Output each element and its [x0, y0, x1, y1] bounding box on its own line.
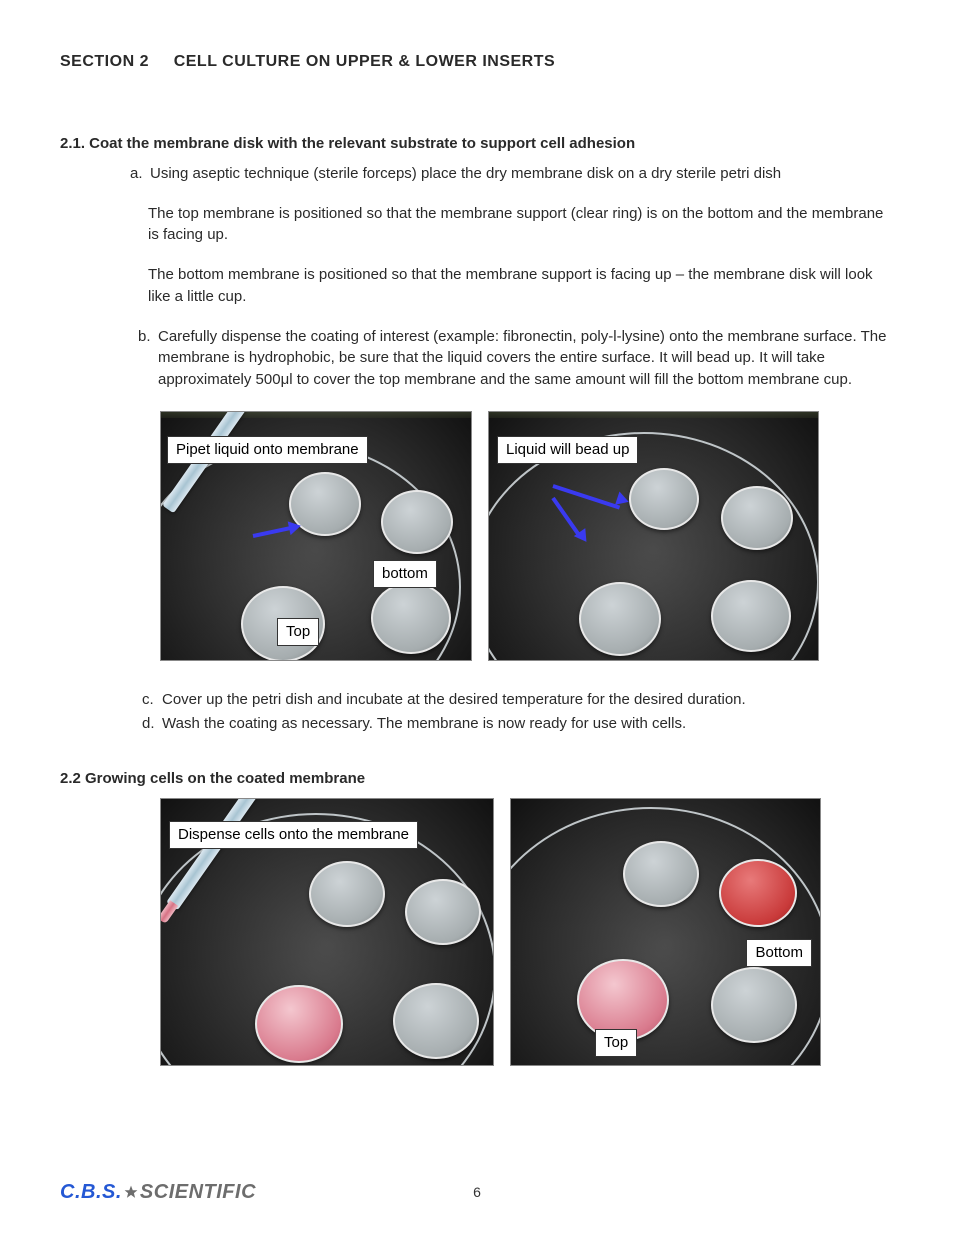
figure-dispense-cells: Dispense cells onto the membrane	[160, 798, 494, 1066]
caption-bottom-2: Bottom	[746, 939, 812, 967]
figure-pipet-liquid: Pipet liquid onto membrane bottom Top	[160, 411, 472, 661]
section-header: SECTION 2 CELL CULTURE ON UPPER & LOWER …	[60, 50, 894, 73]
section-title-text: CELL CULTURE ON UPPER & LOWER INSERTS	[174, 53, 555, 70]
subsection-2-2-heading: 2.2 Growing cells on the coated membrane	[60, 768, 894, 790]
list-label-d: d.	[142, 713, 162, 735]
page-footer: C.B.S. SCIENTIFIC 6	[60, 1178, 894, 1207]
caption-bead-up: Liquid will bead up	[497, 436, 638, 464]
list-label-a: a.	[130, 163, 150, 185]
subsection-2-1-heading: 2.1. Coat the membrane disk with the rel…	[60, 133, 894, 155]
star-icon	[124, 1185, 138, 1199]
list-text-a: Using aseptic technique (sterile forceps…	[150, 163, 894, 185]
logo-scientific: SCIENTIFIC	[140, 1178, 256, 1207]
caption-top: Top	[277, 618, 319, 646]
figure-row-1: Pipet liquid onto membrane bottom Top Li…	[60, 411, 894, 661]
figure-bead-up: Liquid will bead up	[488, 411, 819, 661]
section-label: SECTION 2	[60, 53, 149, 70]
list-text-d: Wash the coating as necessary. The membr…	[162, 713, 894, 735]
caption-pipet: Pipet liquid onto membrane	[167, 436, 368, 464]
list-label-c: c.	[142, 689, 162, 711]
caption-top-2: Top	[595, 1029, 637, 1057]
figure-top-bottom-cells: Bottom Top	[510, 798, 821, 1066]
list-text-b: Carefully dispense the coating of intere…	[158, 326, 894, 391]
paragraph-bottom-membrane: The bottom membrane is positioned so tha…	[148, 264, 894, 308]
paragraph-top-membrane: The top membrane is positioned so that t…	[148, 203, 894, 247]
brand-logo: C.B.S. SCIENTIFIC	[60, 1178, 256, 1207]
list-text-c: Cover up the petri dish and incubate at …	[162, 689, 894, 711]
body-2-1: a. Using aseptic technique (sterile forc…	[60, 163, 894, 308]
caption-dispense-cells: Dispense cells onto the membrane	[169, 821, 418, 849]
caption-bottom: bottom	[373, 560, 437, 588]
list-label-b: b.	[138, 326, 158, 391]
figure-row-2: Dispense cells onto the membrane Bottom …	[60, 798, 894, 1066]
logo-cbs: C.B.S.	[60, 1178, 122, 1207]
page-number: 6	[473, 1182, 481, 1202]
